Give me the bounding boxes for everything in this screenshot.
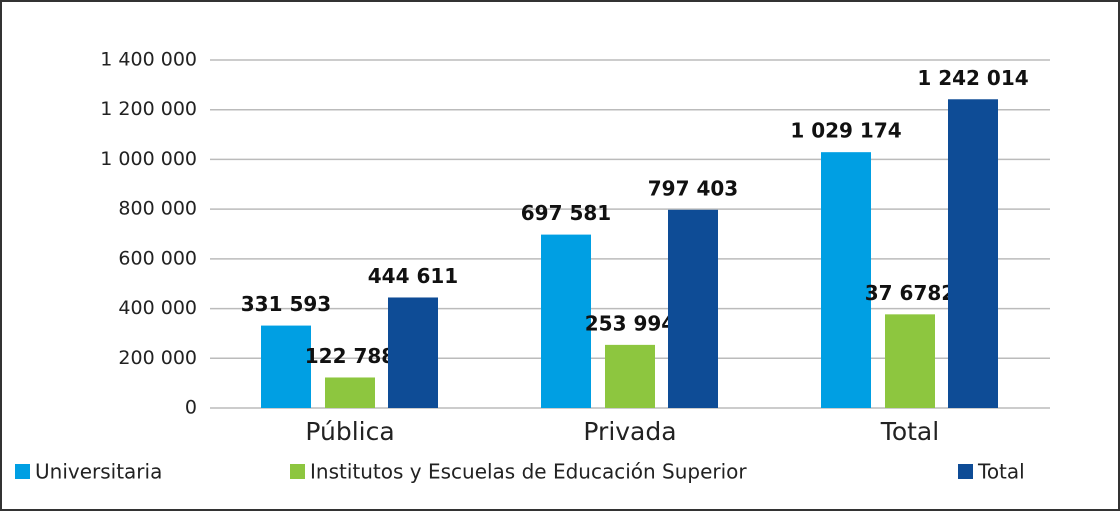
legend-swatch bbox=[290, 464, 305, 479]
value-label: 1 029 174 bbox=[790, 119, 901, 143]
bar bbox=[605, 344, 655, 408]
legend-label: Institutos y Escuelas de Educación Super… bbox=[310, 460, 747, 484]
x-tick-label: Privada bbox=[583, 417, 676, 446]
value-label: 797 403 bbox=[648, 176, 738, 200]
value-label: 37 6782 bbox=[865, 281, 955, 305]
value-label: 331 593 bbox=[241, 292, 331, 316]
value-label: 444 611 bbox=[368, 264, 458, 288]
y-tick-label: 1 400 000 bbox=[100, 49, 197, 71]
value-label: 697 581 bbox=[521, 201, 611, 225]
bar bbox=[261, 325, 311, 408]
value-label: 253 994 bbox=[585, 311, 675, 335]
y-tick-label: 200 000 bbox=[118, 347, 197, 369]
x-tick-label: Pública bbox=[305, 417, 394, 446]
y-tick-label: 800 000 bbox=[118, 198, 197, 220]
y-tick-label: 0 bbox=[185, 397, 197, 419]
bar bbox=[541, 234, 591, 408]
y-tick-label: 1 200 000 bbox=[100, 98, 197, 120]
bar bbox=[885, 314, 935, 408]
y-tick-label: 400 000 bbox=[118, 297, 197, 319]
value-label: 1 242 014 bbox=[917, 66, 1028, 90]
legend-label: Universitaria bbox=[35, 460, 162, 484]
bar bbox=[325, 377, 375, 408]
legend-swatch bbox=[15, 464, 30, 479]
x-tick-label: Total bbox=[880, 417, 939, 446]
bar bbox=[948, 99, 998, 408]
bar bbox=[668, 209, 718, 408]
legend-label: Total bbox=[977, 460, 1025, 484]
bar bbox=[388, 297, 438, 408]
y-tick-label: 1 000 000 bbox=[100, 148, 197, 170]
legend-swatch bbox=[958, 464, 973, 479]
value-label: 122 788 bbox=[305, 344, 395, 368]
y-tick-label: 600 000 bbox=[118, 247, 197, 269]
bar bbox=[821, 152, 871, 408]
